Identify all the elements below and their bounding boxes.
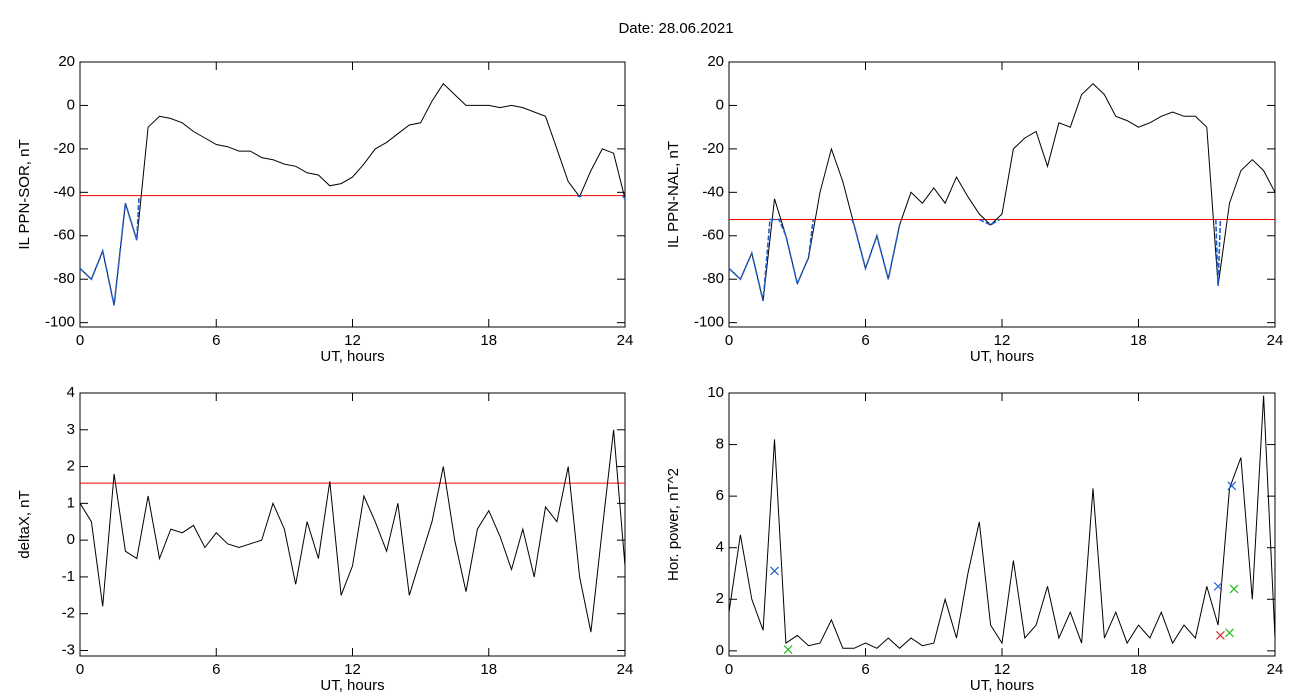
y-tick-label: -80 — [702, 270, 724, 287]
x-tick-label: 6 — [212, 332, 220, 349]
x-tick-label: 12 — [994, 332, 1011, 349]
marker — [1213, 581, 1223, 591]
x-tick-label: 18 — [1130, 332, 1147, 349]
y-tick-label: 1 — [67, 494, 75, 511]
y-axis-label: deltaX, nT — [16, 490, 33, 558]
marker — [1215, 630, 1225, 640]
x-tick-label: 18 — [480, 661, 497, 678]
y-tick-label: -100 — [694, 314, 724, 331]
marker — [1229, 584, 1239, 594]
x-tick-label: 12 — [994, 661, 1011, 678]
data-line — [79, 194, 626, 306]
x-tick-label: 24 — [1267, 661, 1284, 678]
y-tick-label: -1 — [62, 568, 75, 585]
y-tick-label: -20 — [702, 140, 724, 157]
y-tick-label: 8 — [716, 436, 724, 453]
y-tick-label: 10 — [707, 384, 724, 401]
x-tick-label: 6 — [861, 661, 869, 678]
x-tick-label: 6 — [212, 661, 220, 678]
data-line — [728, 83, 1276, 302]
x-tick-label: 24 — [617, 332, 634, 349]
x-tick-label: 0 — [76, 661, 84, 678]
marker — [1227, 481, 1237, 491]
x-tick-label: 0 — [725, 332, 733, 349]
y-tick-label: 2 — [67, 458, 75, 475]
x-tick-label: 12 — [344, 332, 361, 349]
y-tick-label: 4 — [67, 384, 75, 401]
x-tick-label: 24 — [1267, 332, 1284, 349]
y-tick-label: -80 — [53, 270, 75, 287]
y-tick-label: 0 — [716, 96, 724, 113]
x-axis-label: UT, hours — [970, 348, 1034, 365]
x-axis-label: UT, hours — [970, 677, 1034, 694]
y-tick-label: 0 — [67, 531, 75, 548]
y-tick-label: 0 — [716, 642, 724, 659]
x-tick-label: 24 — [617, 661, 634, 678]
y-tick-label: 20 — [707, 53, 724, 70]
data-line — [79, 82, 626, 306]
y-tick-label: -40 — [702, 183, 724, 200]
y-tick-label: 3 — [67, 421, 75, 438]
y-axis-label: IL PPN-SOR, nT — [16, 139, 33, 249]
y-tick-label: -3 — [62, 641, 75, 658]
x-tick-label: 18 — [480, 332, 497, 349]
y-axis-label: Hor. power, nT^2 — [665, 468, 682, 581]
x-tick-label: 12 — [344, 661, 361, 678]
data-line — [728, 218, 1222, 302]
x-tick-label: 18 — [1130, 661, 1147, 678]
marker — [1225, 628, 1234, 638]
y-axis-label: IL PPN-NAL, nT — [665, 141, 682, 248]
marker — [770, 566, 779, 576]
y-tick-label: -100 — [45, 314, 75, 331]
y-tick-label: 6 — [716, 487, 724, 504]
x-axis-label: UT, hours — [320, 677, 384, 694]
y-tick-label: -20 — [53, 140, 75, 157]
data-line — [728, 395, 1276, 649]
y-tick-label: 0 — [67, 96, 75, 113]
y-tick-label: -40 — [53, 183, 75, 200]
y-tick-label: -60 — [53, 227, 75, 244]
y-tick-label: 4 — [716, 539, 724, 556]
x-tick-label: 6 — [861, 332, 869, 349]
marker — [783, 645, 793, 654]
y-tick-label: -60 — [702, 227, 724, 244]
x-axis-label: UT, hours — [320, 348, 384, 365]
y-tick-label: 2 — [716, 590, 724, 607]
y-tick-label: -2 — [62, 605, 75, 622]
data-line — [79, 429, 626, 633]
x-tick-label: 0 — [725, 661, 733, 678]
y-tick-label: 20 — [58, 53, 75, 70]
x-tick-label: 0 — [76, 332, 84, 349]
figure-title: Date: 28.06.2021 — [618, 20, 733, 37]
